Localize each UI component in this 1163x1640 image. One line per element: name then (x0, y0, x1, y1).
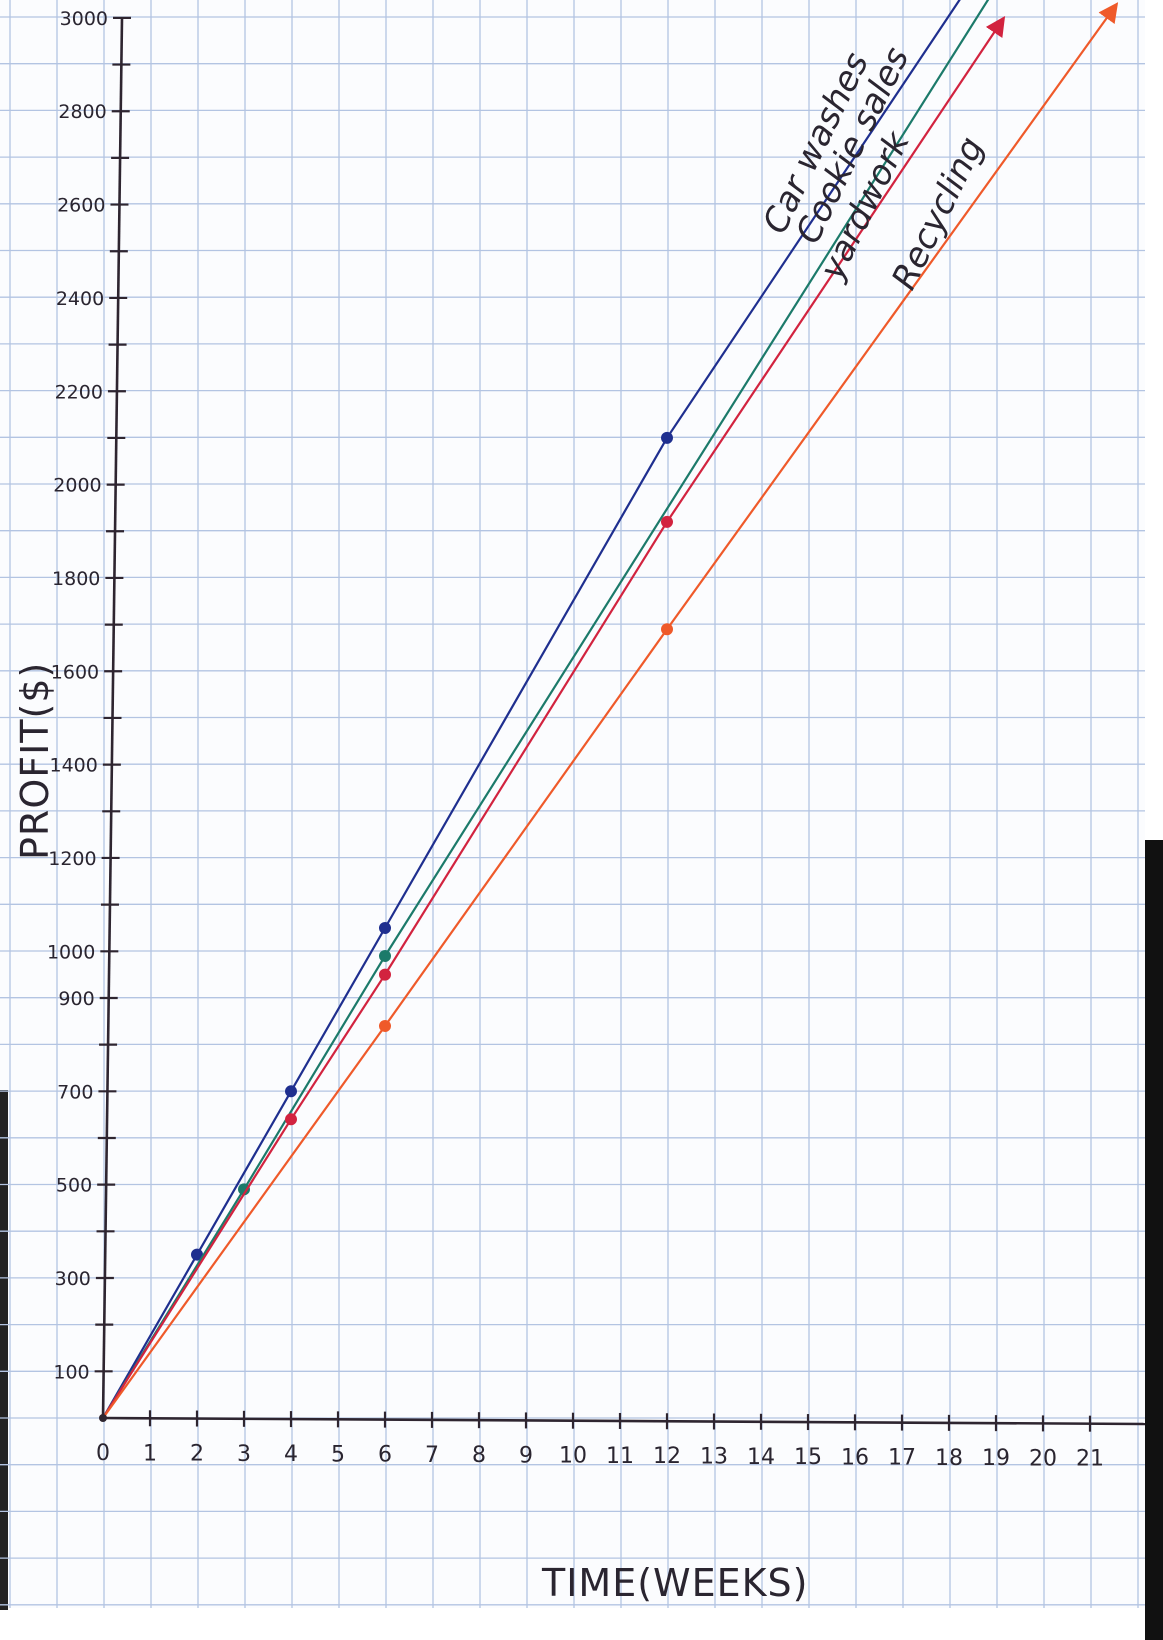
y-tick-label: 2000 (53, 475, 101, 497)
y-tick-label: 1800 (52, 568, 100, 590)
x-tick-label: 14 (747, 1445, 775, 1470)
y-tick-label: 2400 (56, 288, 104, 310)
y-tick-label: 900 (58, 988, 94, 1010)
scan-edge-right (1145, 840, 1163, 1640)
x-tick-label: 12 (653, 1444, 681, 1469)
x-tick-label: 20 (1029, 1446, 1057, 1471)
x-tick-label: 8 (472, 1443, 486, 1468)
x-tick-label: 1 (143, 1441, 157, 1466)
series-line-car-washes (102, 0, 961, 1419)
y-tick-label: 1400 (50, 755, 98, 777)
series-line-cookie-sales (102, 0, 990, 1419)
grid-lines (0, 0, 1145, 1608)
x-tick-label: 0 (96, 1441, 110, 1466)
y-tick-label: 100 (53, 1361, 89, 1383)
y-axis-title: PROFIT($) (13, 662, 57, 860)
data-point (661, 431, 673, 444)
data-point (285, 1085, 297, 1098)
scan-edge-left (0, 1090, 8, 1610)
data-point (661, 515, 673, 528)
data-point (379, 949, 391, 962)
data-point (661, 623, 673, 636)
x-axis-line (102, 1416, 1146, 1426)
x-tick-label: 6 (378, 1443, 392, 1468)
x-tick-label: 16 (841, 1445, 869, 1470)
y-tick-label: 2800 (58, 101, 106, 123)
graph-paper (0, 0, 1145, 1608)
x-tick-label: 15 (794, 1445, 822, 1470)
x-tick-label: 21 (1076, 1447, 1104, 1472)
series-lines (99, 0, 1119, 1422)
y-tick-label: 1200 (48, 848, 96, 870)
data-point (285, 1113, 297, 1126)
x-tick-label: 5 (331, 1442, 345, 1467)
series-line-recycling (102, 2, 1119, 1419)
y-tick-label: 700 (57, 1081, 93, 1103)
y-tick-label: 300 (55, 1268, 91, 1290)
data-point (379, 1019, 391, 1032)
axes: 1003005007009001000120014001600180020002… (47, 8, 1146, 1472)
x-tick-label: 2 (190, 1442, 204, 1467)
data-point (379, 968, 391, 981)
x-tick-label: 11 (606, 1444, 634, 1469)
x-tick-label: 18 (935, 1446, 963, 1471)
y-tick-label: 1600 (51, 661, 99, 683)
x-tick-label: 10 (559, 1444, 587, 1469)
y-tick-label: 1000 (47, 941, 95, 963)
x-tick-label: 3 (237, 1442, 251, 1467)
y-tick-label: 3000 (60, 8, 108, 30)
x-tick-label: 19 (982, 1446, 1010, 1471)
x-tick-label: 4 (284, 1442, 298, 1467)
x-tick-label: 13 (700, 1445, 728, 1470)
y-tick-label: 2200 (55, 381, 103, 403)
data-point (379, 921, 391, 934)
x-tick-label: 17 (888, 1446, 916, 1471)
x-tick-label: 9 (519, 1443, 533, 1468)
y-tick-label: 500 (56, 1175, 92, 1197)
origin-point (99, 1414, 107, 1422)
y-tick-label: 2600 (57, 195, 105, 217)
x-tick-label: 7 (425, 1443, 439, 1468)
x-axis-title: TIME(WEEKS) (541, 1561, 809, 1605)
